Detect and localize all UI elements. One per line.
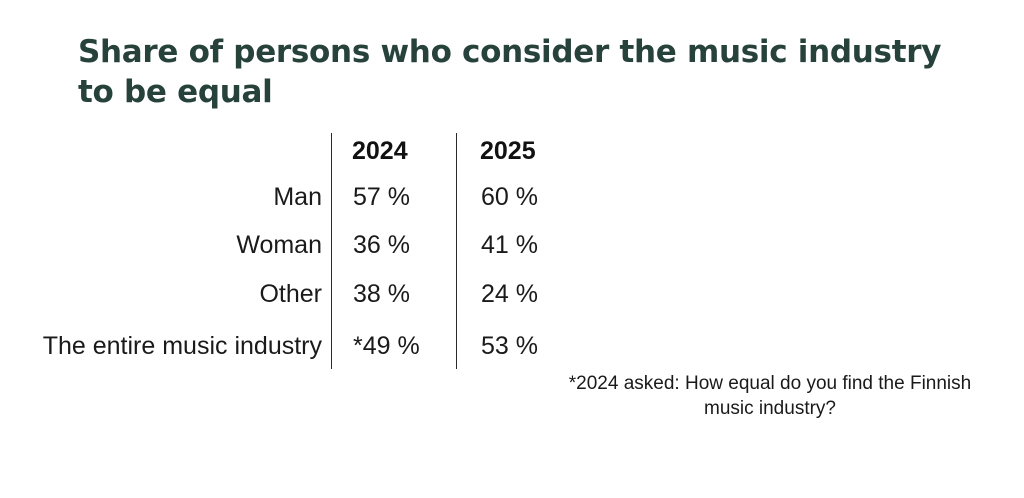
row-label-entire-music-industry: The entire music industry bbox=[42, 332, 322, 360]
cell-entire-music-industry-2024: *49 % bbox=[353, 332, 420, 360]
cell-other-2024: 38 % bbox=[353, 280, 410, 308]
column-divider-2 bbox=[456, 133, 457, 369]
row-label-man: Man bbox=[273, 183, 322, 211]
cell-man-2024: 57 % bbox=[353, 183, 410, 211]
cell-other-2025: 24 % bbox=[481, 280, 538, 308]
cell-man-2025: 60 % bbox=[481, 183, 538, 211]
column-header-2025: 2025 bbox=[480, 137, 536, 165]
footnote: *2024 asked: How equal do you find the F… bbox=[568, 373, 972, 419]
cell-woman-2024: 36 % bbox=[353, 231, 410, 259]
cell-woman-2025: 41 % bbox=[481, 231, 538, 259]
row-label-woman: Woman bbox=[236, 231, 322, 259]
chart-title: Share of persons who consider the music … bbox=[78, 34, 942, 110]
cell-entire-music-industry-2025: 53 % bbox=[481, 332, 538, 360]
column-divider-1 bbox=[331, 133, 332, 369]
column-header-2024: 2024 bbox=[352, 137, 408, 165]
row-label-other: Other bbox=[259, 280, 322, 308]
